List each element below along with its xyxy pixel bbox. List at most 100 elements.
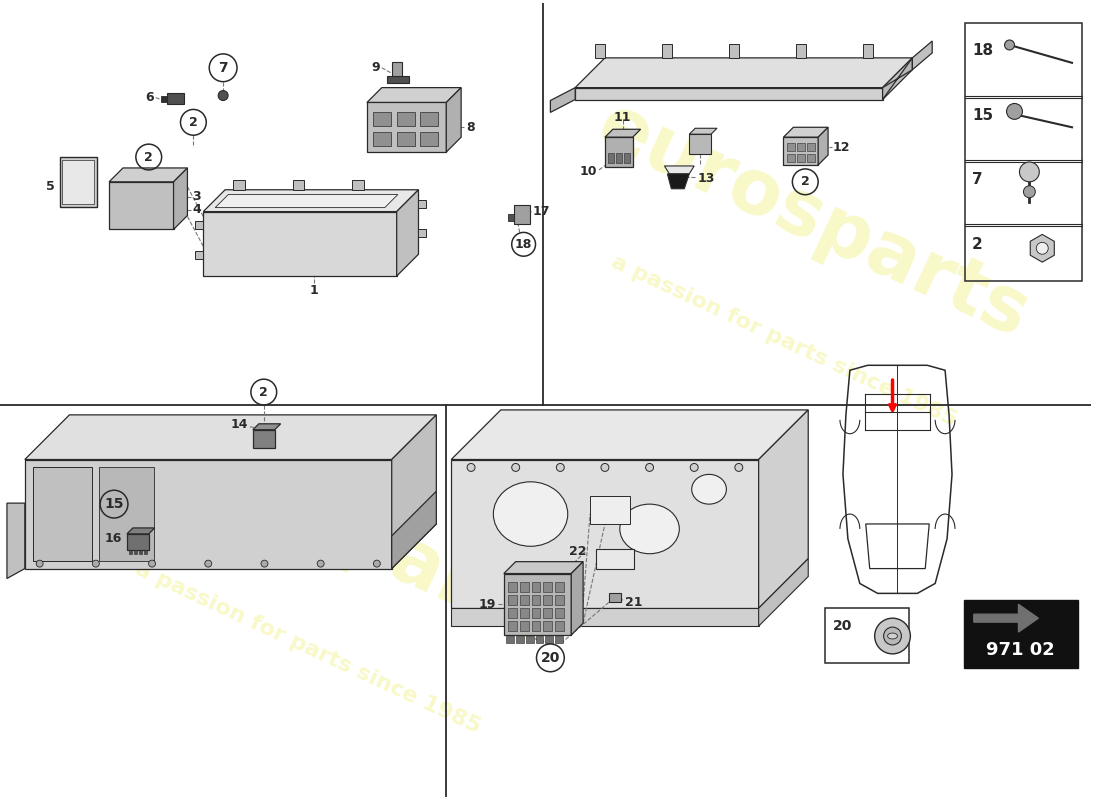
Circle shape — [1036, 242, 1048, 254]
Bar — [519, 621, 529, 631]
Polygon shape — [352, 180, 364, 190]
Text: eurosparts: eurosparts — [585, 89, 1041, 354]
Polygon shape — [795, 44, 806, 58]
Bar — [556, 636, 563, 643]
Polygon shape — [447, 88, 461, 152]
Polygon shape — [126, 534, 148, 550]
Polygon shape — [783, 127, 828, 138]
Text: 2: 2 — [972, 237, 982, 252]
Bar — [798, 143, 805, 151]
Bar — [508, 214, 514, 222]
Bar — [531, 595, 540, 606]
Bar — [508, 595, 517, 606]
Text: 9: 9 — [371, 62, 380, 74]
Bar — [134, 550, 138, 554]
Text: 20: 20 — [541, 651, 560, 665]
Bar — [139, 550, 142, 554]
Bar — [536, 636, 543, 643]
Bar — [508, 608, 517, 618]
Bar — [63, 160, 95, 204]
Bar — [397, 132, 415, 146]
Polygon shape — [605, 130, 640, 138]
Bar — [392, 62, 402, 76]
Circle shape — [317, 560, 324, 567]
Polygon shape — [575, 88, 882, 99]
Polygon shape — [882, 58, 912, 99]
Polygon shape — [575, 58, 912, 88]
Polygon shape — [605, 138, 632, 167]
Text: 16: 16 — [104, 532, 122, 546]
Bar — [546, 636, 553, 643]
Text: 21: 21 — [625, 596, 642, 609]
Text: 12: 12 — [833, 141, 850, 154]
Bar — [798, 154, 805, 162]
Bar — [508, 582, 517, 592]
Bar — [387, 76, 408, 82]
Polygon shape — [293, 180, 305, 190]
Polygon shape — [253, 430, 275, 448]
Bar — [807, 154, 815, 162]
Bar — [543, 621, 552, 631]
Polygon shape — [109, 168, 187, 182]
Polygon shape — [392, 491, 437, 569]
Circle shape — [148, 560, 155, 567]
Text: a passion for parts since 1985: a passion for parts since 1985 — [132, 559, 483, 737]
Bar — [616, 153, 622, 163]
Bar — [519, 595, 529, 606]
Ellipse shape — [888, 633, 898, 639]
Text: 20: 20 — [833, 619, 853, 633]
Polygon shape — [690, 134, 711, 154]
Polygon shape — [418, 230, 427, 238]
Circle shape — [468, 463, 475, 471]
Circle shape — [874, 618, 911, 654]
Text: 971 02: 971 02 — [986, 641, 1055, 659]
Polygon shape — [367, 88, 461, 102]
Bar — [807, 143, 815, 151]
Polygon shape — [783, 138, 818, 165]
Text: 18: 18 — [972, 43, 993, 58]
Polygon shape — [862, 44, 872, 58]
Polygon shape — [174, 168, 187, 230]
Polygon shape — [882, 58, 912, 99]
Bar — [59, 157, 97, 206]
Circle shape — [883, 627, 902, 645]
Text: eurosparts: eurosparts — [110, 397, 564, 662]
Bar — [543, 608, 552, 618]
Polygon shape — [418, 200, 427, 208]
Polygon shape — [126, 528, 155, 534]
Circle shape — [205, 560, 211, 567]
Polygon shape — [668, 174, 690, 189]
Text: 2: 2 — [144, 150, 153, 163]
Circle shape — [690, 463, 698, 471]
Bar — [373, 132, 390, 146]
Polygon shape — [397, 190, 418, 276]
Bar — [519, 608, 529, 618]
Bar — [825, 608, 910, 662]
Bar — [420, 132, 438, 146]
Circle shape — [373, 560, 381, 567]
Polygon shape — [25, 459, 392, 569]
Polygon shape — [451, 459, 759, 608]
Polygon shape — [571, 562, 583, 635]
Ellipse shape — [494, 482, 568, 546]
Bar — [531, 608, 540, 618]
Text: 4: 4 — [192, 203, 201, 216]
Polygon shape — [367, 102, 447, 152]
Text: 18: 18 — [515, 238, 532, 251]
Polygon shape — [759, 558, 808, 626]
Polygon shape — [759, 410, 808, 608]
Circle shape — [218, 90, 228, 101]
Polygon shape — [662, 44, 672, 58]
Text: 22: 22 — [569, 546, 586, 558]
Polygon shape — [196, 251, 204, 259]
Text: 2: 2 — [801, 175, 810, 188]
Polygon shape — [550, 88, 575, 113]
Bar — [373, 113, 390, 126]
Text: 7: 7 — [972, 172, 982, 187]
Polygon shape — [690, 128, 717, 134]
Circle shape — [646, 463, 653, 471]
Polygon shape — [109, 182, 174, 230]
Bar — [516, 636, 524, 643]
Polygon shape — [451, 410, 808, 459]
Circle shape — [557, 463, 564, 471]
